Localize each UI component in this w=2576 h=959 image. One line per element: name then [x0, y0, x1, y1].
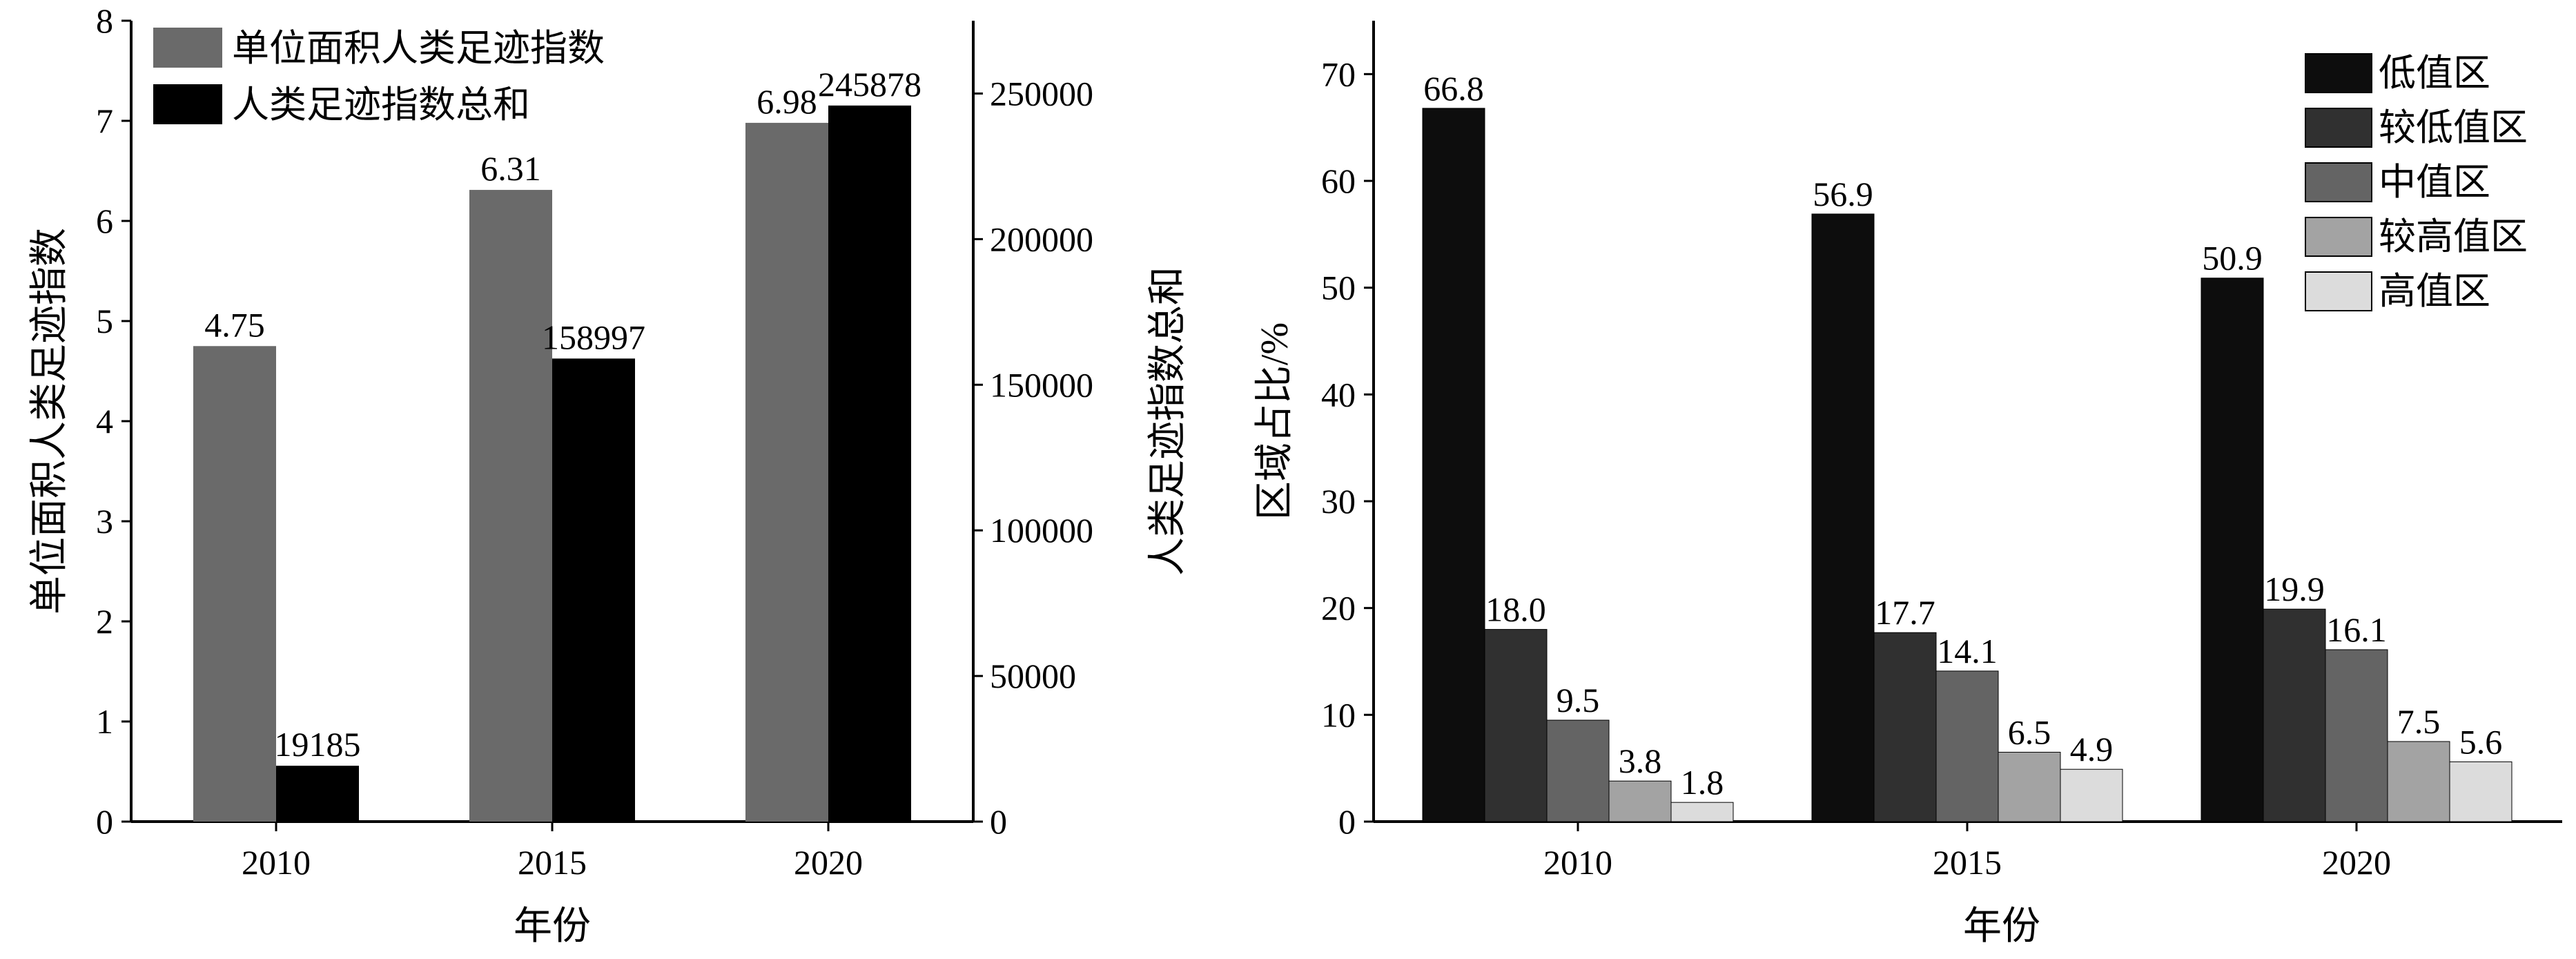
legend-label: 中值区 [2379, 162, 2490, 203]
data-label: 56.9 [1813, 175, 1873, 213]
y-tick-label: 4 [96, 402, 113, 440]
data-label: 6.31 [480, 149, 541, 188]
x-axis-title: 年份 [1963, 905, 2040, 948]
data-label: 6.98 [757, 82, 817, 121]
bar [2325, 649, 2388, 822]
y-axis-title: 区域占比/% [1253, 322, 1296, 520]
bar [2263, 608, 2326, 822]
y-tick-label: 5 [96, 302, 113, 340]
y-tick-label: 50 [1321, 269, 1356, 307]
legend-label: 较低值区 [2379, 107, 2528, 148]
data-label: 14.1 [1937, 632, 1998, 670]
bar [1935, 670, 1999, 822]
y-tick-label: 2 [96, 602, 113, 641]
data-label: 4.75 [204, 305, 265, 344]
y-tick-label: 8 [96, 1, 113, 40]
y-right-tick-label: 50000 [990, 657, 1076, 695]
data-label: 158997 [542, 318, 645, 356]
y-tick-label: 6 [96, 202, 113, 240]
legend-swatch [153, 28, 222, 68]
legend-swatch [2305, 217, 2372, 257]
data-label: 16.1 [2326, 610, 2387, 649]
data-label: 3.8 [1619, 742, 1662, 780]
y-right-tick-label: 100000 [990, 511, 1093, 550]
x-tick-label: 2010 [242, 843, 311, 882]
bar [828, 105, 911, 822]
legend-swatch [153, 84, 222, 124]
data-label: 5.6 [2459, 722, 2503, 761]
data-label: 18.0 [1485, 590, 1546, 629]
y-tick-label: 60 [1321, 162, 1356, 200]
legend-label: 人类足迹指数总和 [232, 84, 530, 126]
y-tick-label: 30 [1321, 482, 1356, 521]
data-label: 19185 [275, 725, 361, 764]
y-tick-label: 0 [1338, 802, 1356, 841]
right-chart: 0 10 20 30 40 50 60 70 2010 66.8 18.0 9.5 3.8 1.8 2015… [1253, 21, 2562, 948]
y-right-tick-label: 200000 [990, 220, 1093, 258]
data-label: 50.9 [2202, 239, 2263, 278]
legend-label: 较高值区 [2379, 216, 2528, 258]
x-tick-label: 2020 [794, 843, 863, 882]
bar [1998, 751, 2061, 822]
y-right-tick-label: 250000 [990, 74, 1093, 113]
legend-label: 低值区 [2379, 52, 2490, 94]
x-axis-title: 年份 [514, 905, 591, 948]
bar [745, 122, 828, 822]
bar [469, 190, 552, 822]
bar [1484, 629, 1548, 822]
bar [2449, 761, 2512, 822]
bar [552, 358, 635, 822]
data-label: 19.9 [2264, 570, 2325, 608]
y-tick-label: 3 [96, 502, 113, 541]
y-tick-label: 10 [1321, 695, 1356, 734]
legend-swatch [2305, 271, 2372, 311]
bar [1608, 780, 1672, 822]
y-tick-label: 40 [1321, 375, 1356, 414]
x-tick-label: 2015 [1933, 843, 2002, 882]
y-right-axis-title: 人类足迹指数总和 [1146, 267, 1189, 576]
legend-swatch [2305, 53, 2372, 93]
bar [276, 766, 359, 822]
x-tick-label: 2015 [518, 843, 587, 882]
bar [2387, 741, 2450, 822]
y-tick-label: 20 [1321, 589, 1356, 628]
legend-label: 高值区 [2379, 271, 2490, 312]
data-label: 1.8 [1681, 763, 1724, 802]
y-tick-label: 70 [1321, 55, 1356, 93]
x-tick-label: 2020 [2322, 843, 2391, 882]
bar [1670, 802, 1734, 822]
y-tick-label: 7 [96, 101, 113, 140]
bar [2201, 278, 2264, 822]
bar [2060, 768, 2123, 822]
data-label: 66.8 [1423, 69, 1484, 108]
bar [1873, 632, 1937, 822]
x-tick-label: 2010 [1543, 843, 1612, 882]
bar [193, 346, 276, 822]
data-label: 9.5 [1557, 681, 1600, 719]
legend-swatch [2305, 108, 2372, 148]
y-tick-label: 0 [96, 802, 113, 841]
y-axis-title: 单位面积人类足迹指数 [28, 228, 71, 614]
bar [1546, 719, 1610, 822]
data-label: 6.5 [2008, 713, 2051, 751]
legend-label: 单位面积人类足迹指数 [232, 28, 605, 69]
legend-swatch [2305, 162, 2372, 202]
data-label: 17.7 [1875, 593, 1935, 632]
left-chart: 0 1 2 3 4 5 6 7 8 0 50000 100000 150000 200000 250000 2… [28, 1, 1189, 948]
bar [1422, 108, 1485, 822]
data-label: 7.5 [2397, 702, 2441, 741]
data-label: 4.9 [2070, 730, 2114, 768]
y-right-tick-label: 150000 [990, 365, 1093, 404]
y-right-tick-label: 0 [990, 802, 1007, 841]
bar [1811, 213, 1875, 822]
data-label: 245878 [818, 65, 921, 104]
y-tick-label: 1 [96, 702, 113, 741]
